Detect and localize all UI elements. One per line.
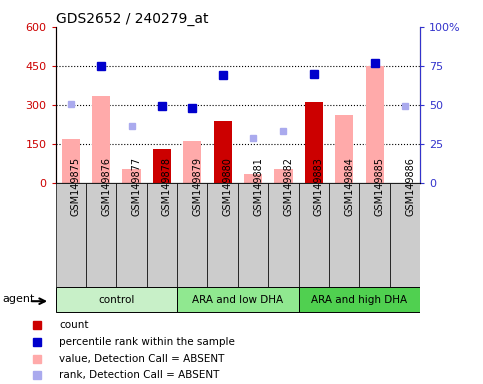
Text: GDS2652 / 240279_at: GDS2652 / 240279_at [56, 12, 208, 26]
Text: rank, Detection Call = ABSENT: rank, Detection Call = ABSENT [59, 371, 219, 381]
Bar [298, 287, 420, 313]
Text: percentile rank within the sample: percentile rank within the sample [59, 337, 235, 347]
Bar [177, 183, 208, 287]
Bar [366, 66, 384, 183]
Bar [244, 174, 262, 183]
Text: GSM149883: GSM149883 [314, 157, 324, 216]
Text: GSM149878: GSM149878 [162, 157, 172, 216]
Bar [208, 183, 238, 287]
Text: control: control [98, 295, 134, 305]
Bar [177, 287, 298, 313]
Bar [329, 183, 359, 287]
Bar [359, 183, 390, 287]
Bar [86, 183, 116, 287]
Bar [298, 183, 329, 287]
Text: ARA and high DHA: ARA and high DHA [312, 295, 408, 305]
Text: count: count [59, 320, 88, 330]
Bar [62, 139, 80, 183]
Bar [147, 183, 177, 287]
Bar [183, 141, 201, 183]
Text: GSM149875: GSM149875 [71, 157, 81, 216]
Text: GSM149886: GSM149886 [405, 157, 415, 216]
Text: GSM149879: GSM149879 [192, 157, 202, 216]
Text: GSM149885: GSM149885 [375, 157, 384, 216]
Text: GSM149877: GSM149877 [131, 157, 142, 216]
Bar [335, 116, 354, 183]
Bar [122, 169, 141, 183]
Bar [56, 183, 86, 287]
Bar [274, 169, 293, 183]
Text: GSM149882: GSM149882 [284, 157, 294, 216]
Bar [116, 183, 147, 287]
Text: agent: agent [3, 294, 35, 304]
Bar [305, 103, 323, 183]
Text: GSM149884: GSM149884 [344, 157, 354, 216]
Bar [238, 183, 268, 287]
Bar [153, 149, 171, 183]
Bar [92, 96, 110, 183]
Bar [56, 287, 177, 313]
Text: GSM149876: GSM149876 [101, 157, 111, 216]
Bar [390, 183, 420, 287]
Text: GSM149881: GSM149881 [253, 157, 263, 216]
Text: GSM149880: GSM149880 [223, 157, 233, 216]
Bar [213, 121, 232, 183]
Text: value, Detection Call = ABSENT: value, Detection Call = ABSENT [59, 354, 224, 364]
Bar [268, 183, 298, 287]
Text: ARA and low DHA: ARA and low DHA [192, 295, 284, 305]
